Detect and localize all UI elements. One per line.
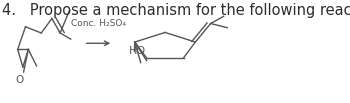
Text: Conc. H₂SO₄: Conc. H₂SO₄ [71,19,126,28]
Text: O: O [15,75,23,85]
Text: 4.   Propose a mechanism for the following reaction:: 4. Propose a mechanism for the following… [2,3,350,18]
Text: HO: HO [128,46,146,57]
